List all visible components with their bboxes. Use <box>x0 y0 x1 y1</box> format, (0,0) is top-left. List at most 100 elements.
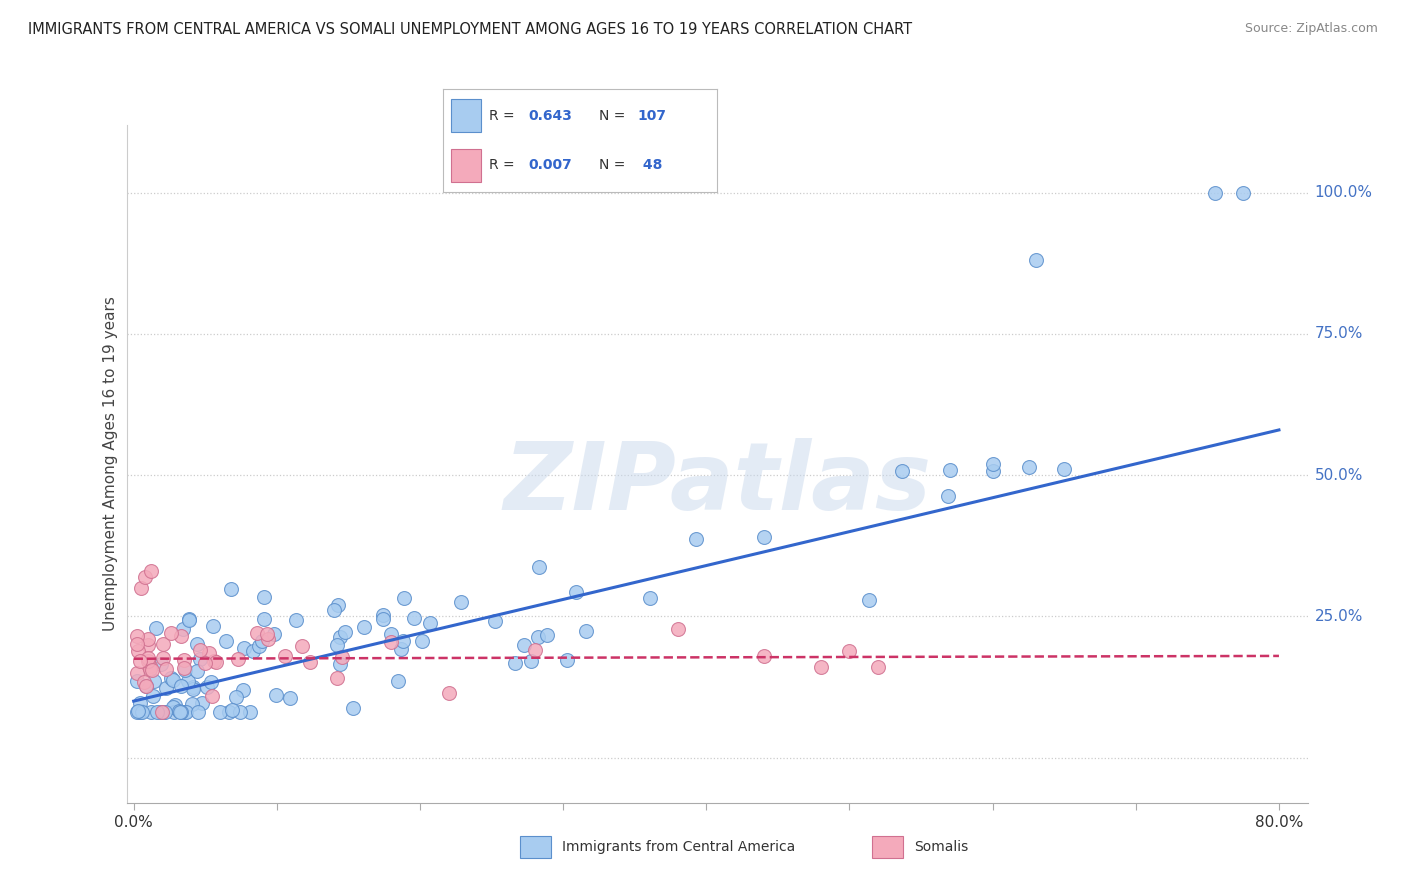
Point <box>136 654 159 668</box>
Point <box>273 649 295 664</box>
Point <box>868 660 890 674</box>
Point <box>127 644 149 658</box>
Point <box>125 629 148 643</box>
Point <box>155 706 177 720</box>
Point <box>685 532 707 546</box>
Point <box>135 679 157 693</box>
Point <box>152 706 174 720</box>
Point <box>125 666 148 681</box>
Point <box>132 674 155 689</box>
Point <box>142 689 165 703</box>
Point <box>139 662 162 676</box>
Point <box>450 595 472 609</box>
Point <box>253 612 276 626</box>
Point <box>249 639 271 653</box>
Point <box>155 681 177 696</box>
Point <box>329 657 352 671</box>
Point <box>419 616 441 631</box>
Text: ZIPatlas: ZIPatlas <box>503 438 931 530</box>
Point <box>162 673 184 688</box>
Point <box>181 682 204 697</box>
Point <box>1018 459 1040 474</box>
Point <box>373 612 395 626</box>
Point <box>209 706 232 720</box>
Point <box>152 651 174 665</box>
Text: Immigrants from Central America: Immigrants from Central America <box>562 840 796 854</box>
Point <box>138 632 160 647</box>
Point <box>174 663 197 677</box>
Point <box>191 696 214 710</box>
Point <box>169 706 191 720</box>
Point <box>215 634 238 648</box>
Point <box>129 581 152 595</box>
Text: 107: 107 <box>637 109 666 123</box>
Point <box>163 706 186 720</box>
Point <box>939 463 962 477</box>
Point <box>1053 462 1076 476</box>
Point <box>503 657 526 671</box>
Point <box>149 706 172 720</box>
Point <box>253 590 276 604</box>
Point <box>173 661 195 675</box>
Point <box>162 700 184 714</box>
Point <box>666 622 689 636</box>
Point <box>353 620 375 634</box>
Point <box>205 655 228 669</box>
Point <box>177 613 200 627</box>
Point <box>169 704 191 718</box>
Point <box>218 706 240 720</box>
Point <box>127 704 149 718</box>
Point <box>575 624 598 639</box>
Point <box>125 637 148 651</box>
Point <box>221 703 243 717</box>
Point <box>145 706 167 720</box>
Point <box>172 622 194 636</box>
Text: 100.0%: 100.0% <box>1315 186 1372 200</box>
Point <box>342 701 364 715</box>
Point <box>838 644 860 658</box>
Point <box>263 626 285 640</box>
Point <box>638 591 661 605</box>
Point <box>529 560 551 574</box>
Point <box>523 643 546 657</box>
Point <box>233 641 256 656</box>
Point <box>139 564 162 578</box>
Point <box>188 651 211 665</box>
Point <box>278 690 301 705</box>
Point <box>150 657 173 671</box>
Point <box>221 582 243 596</box>
Text: 0.007: 0.007 <box>527 158 572 172</box>
Point <box>201 619 224 633</box>
Point <box>186 706 208 720</box>
Text: 50.0%: 50.0% <box>1315 467 1362 483</box>
Point <box>326 598 349 612</box>
Point <box>392 634 415 648</box>
Point <box>136 638 159 652</box>
Point <box>200 675 222 690</box>
Point <box>128 706 150 720</box>
Point <box>180 698 202 712</box>
Point <box>858 593 880 607</box>
Point <box>326 638 349 652</box>
Point <box>225 690 247 705</box>
Point <box>299 655 322 669</box>
Point <box>291 639 314 653</box>
Point <box>936 490 959 504</box>
Point <box>163 698 186 712</box>
Point <box>145 621 167 635</box>
Point <box>170 680 193 694</box>
FancyBboxPatch shape <box>451 99 481 132</box>
Point <box>139 658 162 673</box>
Point <box>131 706 153 720</box>
Point <box>810 660 832 674</box>
Point <box>325 671 347 685</box>
Point <box>229 706 252 720</box>
Text: Somalis: Somalis <box>914 840 969 854</box>
Point <box>134 570 156 584</box>
Point <box>256 632 278 646</box>
Point <box>177 674 200 689</box>
Point <box>380 627 402 641</box>
Point <box>174 706 197 720</box>
Text: R =: R = <box>489 158 519 172</box>
Point <box>256 627 278 641</box>
